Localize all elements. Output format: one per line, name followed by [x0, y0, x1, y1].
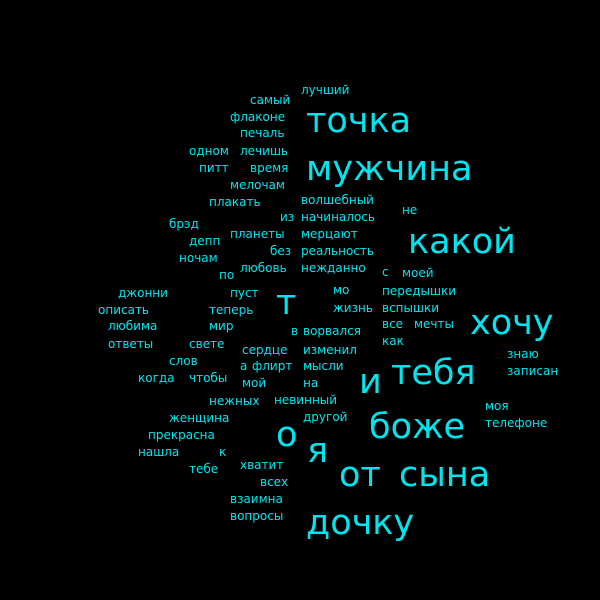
word-moya: моя: [485, 399, 509, 413]
word-mysli: мысли: [303, 359, 344, 373]
word-pust: пуст: [230, 286, 259, 300]
word-ot: от: [339, 455, 381, 495]
word-a: а: [240, 359, 248, 373]
word-o: о: [276, 415, 298, 455]
word-k: к: [219, 445, 227, 459]
word-khochu: хочу: [470, 303, 554, 343]
word-nashla: нашла: [138, 445, 180, 459]
word-peredyshki: передышки: [382, 284, 457, 298]
word-lyubov: любовь: [240, 261, 287, 275]
word-po: по: [219, 268, 235, 282]
word-kak: как: [382, 334, 404, 348]
word-depp: депп: [189, 234, 221, 248]
word-volshebnyy: волшебный: [301, 193, 374, 207]
word-moey: моей: [402, 266, 434, 280]
word-khvatit: хватит: [240, 458, 284, 472]
word-dzhonni: джонни: [118, 286, 168, 300]
word-chtoby: чтобы: [189, 371, 228, 385]
word-bez: без: [270, 244, 292, 258]
word-slov: слов: [169, 354, 198, 368]
word-telefone: телефоне: [485, 416, 548, 430]
word-moy: мой: [242, 376, 267, 390]
word-nevinnyy: невинный: [274, 393, 338, 407]
word-ne: не: [402, 203, 418, 217]
word-opisat: описать: [98, 303, 149, 317]
word-muzhchina: мужчина: [306, 149, 473, 189]
word-ya: я: [307, 431, 329, 471]
word-vsekh: всех: [260, 475, 289, 489]
word-bozhe: боже: [369, 407, 466, 447]
word-t: т: [276, 283, 297, 323]
word-otvety: ответы: [108, 337, 154, 351]
word-odnom: одном: [189, 144, 229, 158]
word-samyy: самый: [250, 93, 291, 107]
word-pechal: печаль: [240, 126, 285, 140]
word-nocham: ночам: [179, 251, 218, 265]
word-luchshiy: лучший: [301, 83, 350, 97]
word-lyubima: любима: [108, 319, 158, 333]
word-zhizn: жизнь: [333, 301, 373, 315]
word-nachinalos: начиналось: [301, 210, 375, 224]
word-tebe: тебе: [189, 462, 219, 476]
word-znayu: знаю: [507, 347, 539, 361]
word-nezhdanno: нежданно: [301, 261, 366, 275]
word-melocham: мелочам: [230, 178, 285, 192]
word-tebya: тебя: [391, 353, 476, 393]
word-flakone: флаконе: [230, 110, 286, 124]
word-s: с: [382, 265, 389, 279]
word-syna: сына: [399, 455, 491, 495]
word-tochka: точка: [306, 101, 412, 141]
word-kakoy: какой: [408, 222, 516, 262]
word-vspyshki: вспышки: [382, 301, 440, 315]
word-plakat: плакать: [209, 195, 261, 209]
word-zapisan: записан: [507, 364, 559, 378]
word-i: и: [359, 362, 382, 402]
word-voprosy: вопросы: [230, 509, 284, 523]
word-vorvalsya: ворвался: [303, 324, 361, 338]
word-kogda: когда: [138, 371, 175, 385]
word-v: в: [291, 324, 299, 338]
word-iz: из: [280, 210, 295, 224]
word-nezhnykh: нежных: [209, 394, 260, 408]
word-flirt: флирт: [252, 359, 293, 373]
word-zhenshchina: женщина: [169, 411, 230, 425]
word-mo: мо: [333, 283, 350, 297]
word-na: на: [303, 376, 319, 390]
word-teper: теперь: [209, 303, 254, 317]
word-realnost: реальность: [301, 244, 374, 258]
word-dochku: дочку: [306, 503, 415, 543]
word-prekrasna: прекрасна: [148, 428, 215, 442]
word-bred: брэд: [169, 217, 199, 231]
word-pitt: питт: [199, 161, 229, 175]
word-serdtse: сердце: [242, 343, 288, 357]
word-izmenil: изменил: [303, 343, 357, 357]
word-svete: свете: [189, 337, 225, 351]
word-vse: все: [382, 317, 404, 331]
word-vremya: время: [250, 161, 289, 175]
word-drugoy: другой: [303, 410, 348, 424]
word-lechish: лечишь: [240, 144, 288, 158]
word-mir: мир: [209, 319, 234, 333]
word-mertsayut: мерцают: [301, 227, 358, 241]
word-planety: планеты: [230, 227, 285, 241]
word-vzaimna: взаимна: [230, 492, 283, 506]
word-mechty: мечты: [414, 317, 454, 331]
